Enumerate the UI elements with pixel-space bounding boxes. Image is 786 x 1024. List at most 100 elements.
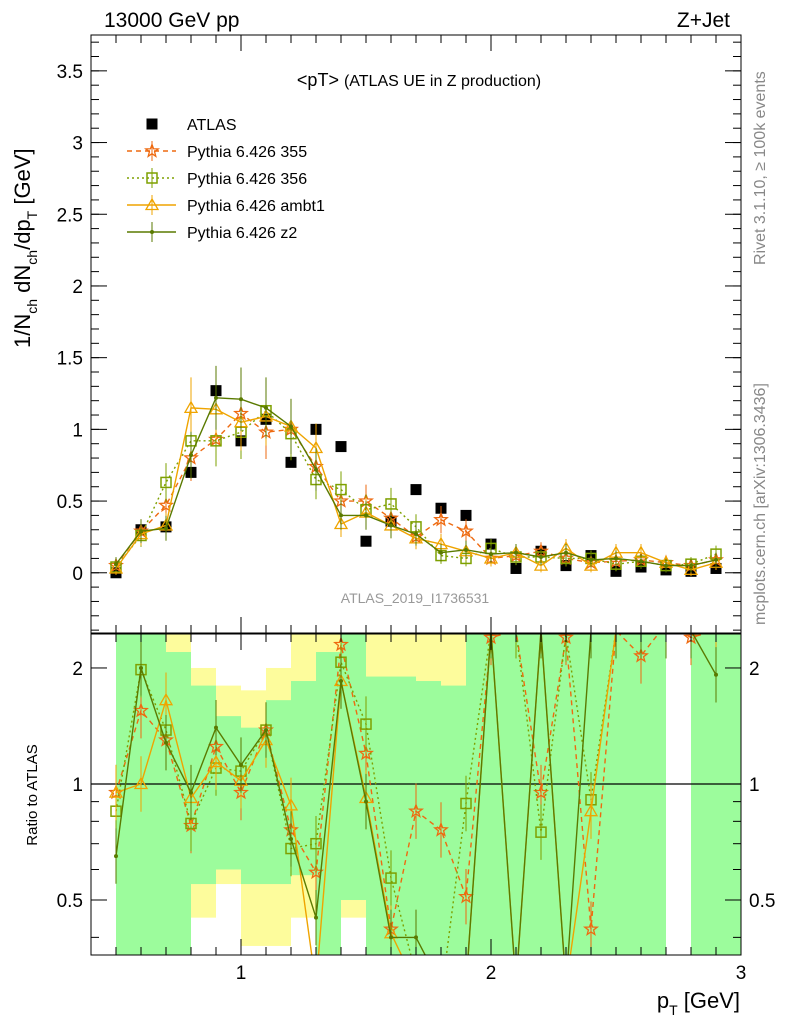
y-tick-label: 0 bbox=[72, 564, 83, 585]
data-point bbox=[460, 509, 472, 521]
data-point bbox=[239, 397, 243, 402]
y-tick-label: 0.5 bbox=[57, 492, 83, 513]
title-main: <pT> bbox=[297, 70, 339, 90]
legend: ATLAS Pythia 6.426 355 Pythia 6.426 356 Pyt… bbox=[127, 117, 325, 242]
data-point bbox=[360, 535, 372, 547]
data-point bbox=[589, 557, 593, 562]
data-point bbox=[583, 558, 599, 571]
ratio-point bbox=[714, 672, 718, 677]
ratio-point bbox=[583, 803, 599, 817]
ratio-point bbox=[385, 872, 397, 884]
data-point bbox=[614, 556, 618, 561]
data-point bbox=[285, 456, 297, 468]
data-point bbox=[164, 526, 168, 531]
ratio-y-tick-label: 0.5 bbox=[57, 891, 83, 912]
data-point bbox=[389, 523, 393, 528]
y-tick-label: 2.5 bbox=[57, 205, 83, 226]
ratio-point bbox=[114, 854, 118, 859]
ratio-point bbox=[358, 745, 374, 761]
series-4 bbox=[114, 365, 718, 573]
xlabel-main: p bbox=[657, 988, 669, 1013]
analysis-watermark: ATLAS_2019_I1736531 bbox=[341, 590, 490, 606]
y-tick-label: 1 bbox=[72, 420, 83, 441]
green-band bbox=[641, 634, 666, 955]
ratio-y-axis-label: Ratio to ATLAS bbox=[24, 744, 41, 845]
ylabel-part-c: /dp bbox=[10, 219, 35, 250]
x-tick-label: 1 bbox=[236, 963, 247, 984]
ratio-y-tick-label: 1 bbox=[72, 775, 83, 796]
ratio-point bbox=[633, 647, 649, 663]
data-point bbox=[339, 513, 343, 518]
data-point bbox=[458, 522, 474, 538]
ylabel-sub-b: ch bbox=[24, 250, 40, 265]
ratio-point bbox=[208, 754, 224, 768]
ratio-point bbox=[189, 790, 193, 795]
ratio-point bbox=[239, 763, 243, 768]
ratio-plot-panel: 0.5 0.5 1 1 2 2 1 2 3 Ratio to ATLAS pT [GeV] bbox=[24, 633, 775, 1018]
ratio-y-tick-label-right: 2 bbox=[749, 659, 760, 680]
rivet-label: Rivet 3.1.10, ≥ 100k events bbox=[752, 71, 769, 265]
green-band bbox=[616, 634, 641, 955]
y-tick-label: 2 bbox=[72, 277, 83, 298]
data-point bbox=[160, 476, 172, 489]
green-band bbox=[291, 681, 316, 876]
data-point bbox=[364, 513, 368, 518]
ratio-point bbox=[139, 665, 143, 670]
ratio-point bbox=[583, 920, 599, 937]
ylabel-sub-a: ch bbox=[24, 299, 40, 314]
ratio-point bbox=[289, 836, 293, 841]
data-point bbox=[410, 484, 422, 496]
legend-label: Pythia 6.426 356 bbox=[187, 171, 307, 188]
data-point bbox=[264, 405, 268, 410]
data-point bbox=[464, 547, 468, 552]
legend-marker bbox=[146, 118, 158, 130]
data-point bbox=[714, 557, 718, 562]
data-point bbox=[414, 532, 418, 537]
data-point bbox=[664, 563, 668, 568]
y-tick-label: 1.5 bbox=[57, 349, 83, 370]
x-axis-label: pT [GeV] bbox=[657, 988, 740, 1018]
energy-label: 13000 GeV pp bbox=[104, 9, 239, 32]
plot-title: <pT> (ATLAS UE in Z production) bbox=[297, 70, 541, 90]
ratio-point bbox=[433, 821, 449, 837]
data-point bbox=[289, 424, 293, 429]
data-point bbox=[314, 467, 318, 472]
source-label: mcplots.cern.ch [arXiv:1306.3436] bbox=[752, 383, 769, 625]
data-point bbox=[489, 552, 493, 557]
x-tick-label: 2 bbox=[486, 963, 497, 984]
legend-marker bbox=[146, 172, 158, 184]
legend-label: Pythia 6.426 ambt1 bbox=[187, 198, 325, 215]
data-point bbox=[510, 562, 522, 574]
data-point bbox=[139, 529, 143, 534]
ylabel-part-b: dN bbox=[10, 265, 35, 299]
data-point bbox=[214, 395, 218, 400]
green-band bbox=[391, 676, 416, 955]
y-tick-label: 3 bbox=[72, 134, 83, 155]
data-point bbox=[683, 562, 699, 576]
green-band bbox=[716, 634, 741, 955]
data-point bbox=[189, 453, 193, 458]
ratio-y-tick-label-right: 1 bbox=[749, 775, 760, 796]
green-band bbox=[166, 652, 191, 955]
ratio-point bbox=[264, 728, 268, 733]
data-point bbox=[108, 561, 124, 574]
data-point bbox=[514, 550, 518, 555]
data-point bbox=[483, 551, 499, 564]
data-point bbox=[564, 550, 568, 555]
green-band bbox=[341, 634, 366, 901]
legend-marker bbox=[144, 197, 160, 211]
ratio-point bbox=[314, 915, 318, 920]
ratio-point bbox=[389, 935, 393, 940]
data-point bbox=[533, 558, 549, 571]
ylabel-part-d: [GeV] bbox=[10, 148, 35, 210]
ratio-point bbox=[535, 826, 547, 838]
green-band bbox=[116, 634, 141, 955]
green-band bbox=[441, 685, 466, 955]
series-0 bbox=[110, 385, 722, 579]
ratio-series-3 bbox=[114, 634, 718, 955]
ratio-point bbox=[339, 679, 343, 684]
legend-marker bbox=[150, 230, 154, 234]
ratio-point bbox=[164, 740, 168, 745]
legend-marker bbox=[144, 142, 160, 158]
legend-label: Pythia 6.426 z2 bbox=[187, 225, 297, 242]
